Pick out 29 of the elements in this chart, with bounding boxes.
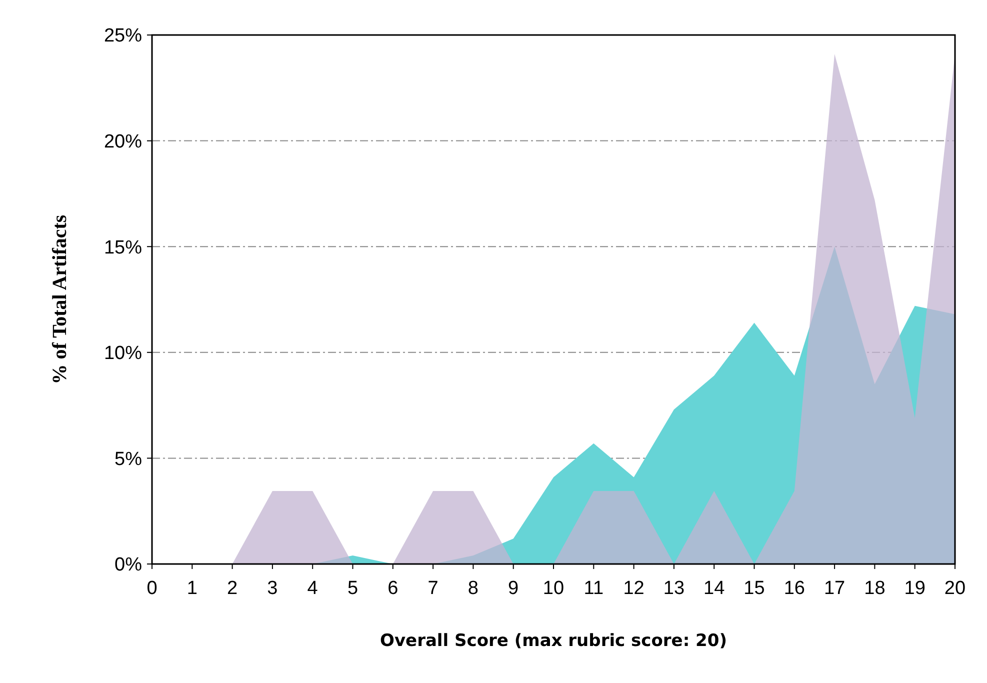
x-tick-label: 9 <box>508 578 519 599</box>
x-tick-label: 0 <box>146 578 158 599</box>
x-tick-label: 6 <box>388 578 398 599</box>
x-tick-label: 16 <box>784 578 805 599</box>
y-tick-label: 25% <box>104 26 142 47</box>
x-tick-label: 3 <box>267 578 278 599</box>
y-tick-label: 5% <box>114 448 142 470</box>
y-tick-label: 20% <box>104 131 142 152</box>
x-tick-label: 19 <box>904 578 926 599</box>
x-tick-label: 4 <box>307 578 318 599</box>
x-tick-label: 18 <box>864 578 886 599</box>
x-tick-label: 10 <box>542 578 564 599</box>
x-tick-label: 5 <box>347 578 358 599</box>
y-tick-label: 0% <box>114 554 142 576</box>
x-tick-label: 12 <box>623 578 644 599</box>
x-tick-label: 8 <box>468 578 478 599</box>
x-tick-label: 2 <box>227 578 238 599</box>
x-tick-label: 7 <box>428 578 438 599</box>
y-tick-label: 15% <box>104 237 142 258</box>
y-axis-title: % of Total Artifacts <box>49 214 71 384</box>
y-tick-label: 10% <box>104 343 142 364</box>
x-tick-label: 17 <box>824 578 846 599</box>
x-tick-label: 13 <box>663 578 685 599</box>
x-axis-title: Overall Score (max rubric score: 20) <box>380 631 727 651</box>
x-tick-label: 15 <box>744 578 765 599</box>
x-tick-label: 20 <box>944 578 966 599</box>
x-tick-label: 14 <box>704 578 726 599</box>
x-tick-label: 1 <box>186 578 198 599</box>
x-tick-label: 11 <box>584 578 604 599</box>
